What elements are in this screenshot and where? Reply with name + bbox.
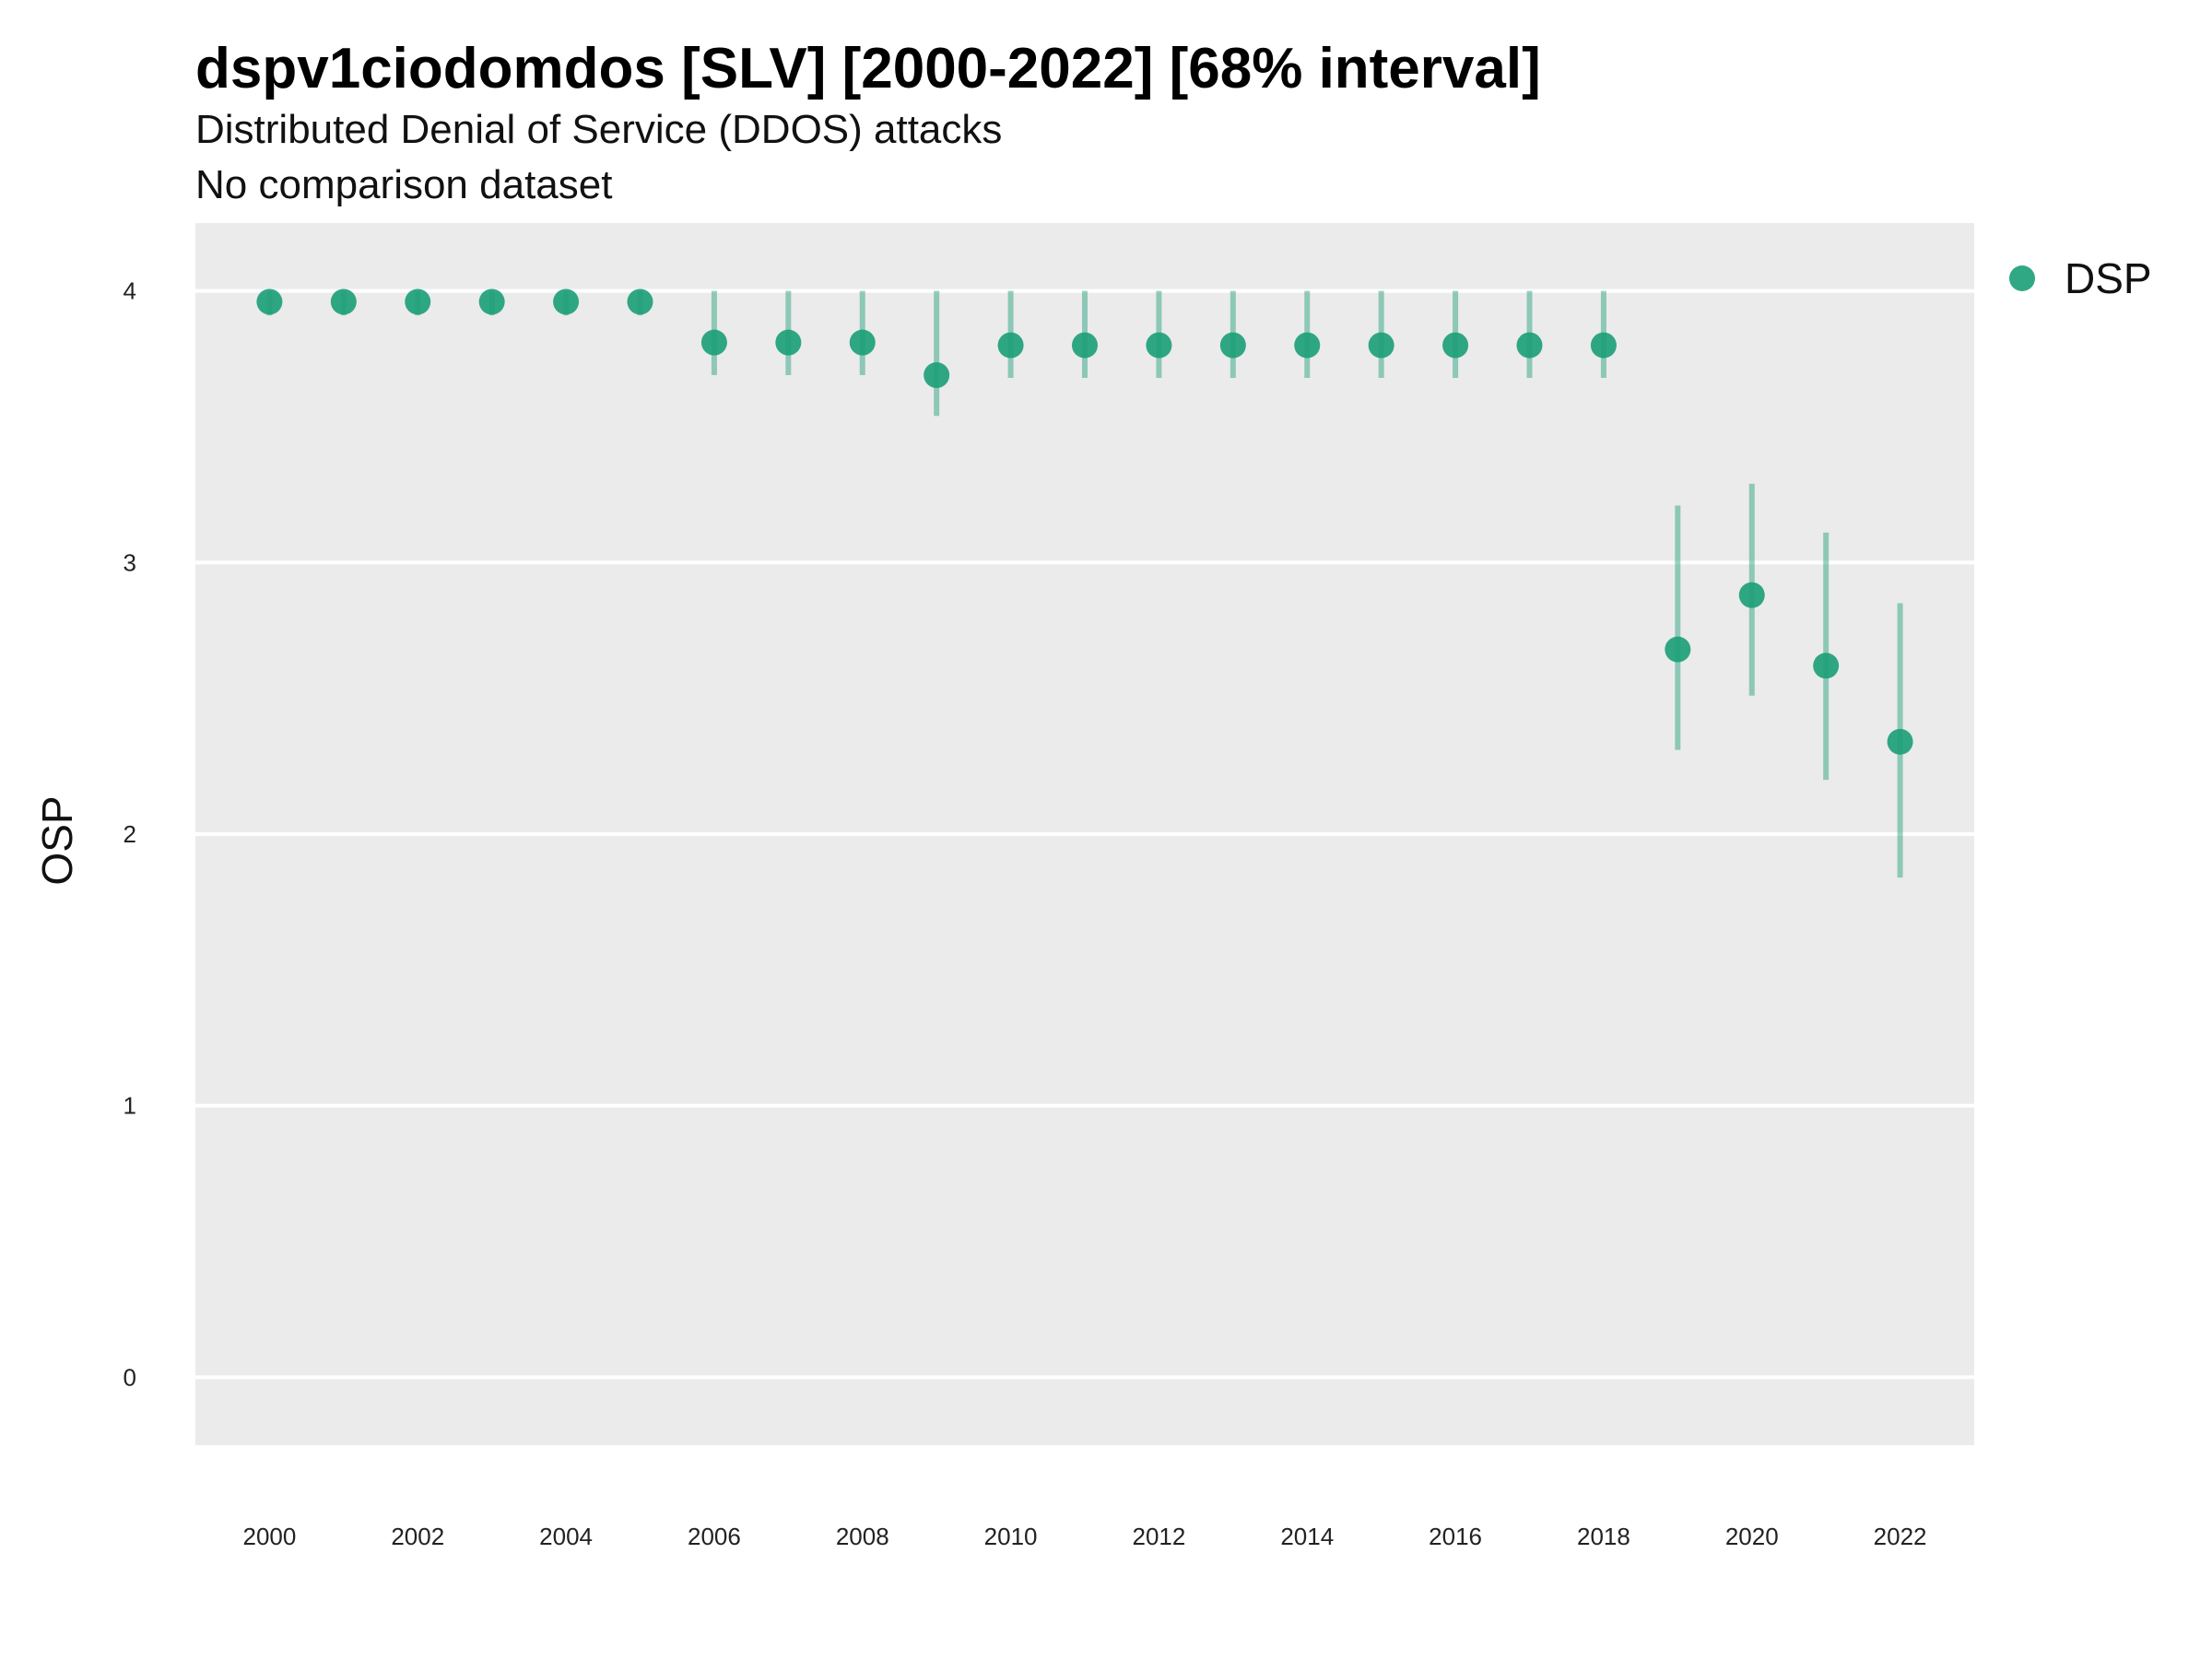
data-point-2021 — [1813, 653, 1840, 679]
x-tick-label-2020: 2020 — [1725, 1523, 1779, 1550]
x-axis-ticks: 2000 2002 2004 2006 2008 2010 2012 2014 2016 2018… — [242, 1523, 1926, 1550]
data-point-2016 — [1442, 332, 1469, 359]
y-tick-label-0: 0 — [124, 1363, 136, 1391]
data-point-2009 — [924, 362, 950, 389]
data-point-2005 — [627, 288, 653, 315]
data-point-2001 — [330, 288, 357, 315]
legend-label-dsp: DSP — [2065, 254, 2152, 302]
chart-subtitle-2: No comparison dataset — [195, 162, 612, 207]
data-point-2015 — [1368, 332, 1394, 359]
y-tick-label-3: 3 — [124, 548, 136, 576]
chart-subtitle: Distributed Denial of Service (DDOS) att… — [195, 107, 1002, 152]
data-point-2013 — [1219, 332, 1246, 359]
data-point-2019 — [1665, 636, 1691, 663]
grid-lines — [195, 288, 1974, 1380]
data-point-2017 — [1516, 332, 1543, 359]
data-point-2007 — [775, 329, 802, 356]
y-tick-label-4: 4 — [124, 277, 136, 305]
y-tick-label-1: 1 — [124, 1092, 136, 1120]
x-tick-label-2004: 2004 — [539, 1523, 593, 1550]
data-point-2002 — [405, 288, 431, 315]
chart-title: dspv1ciodomdos [SLV] [2000-2022] [68% in… — [195, 37, 1541, 100]
x-tick-label-2014: 2014 — [1280, 1523, 1334, 1550]
x-tick-label-2000: 2000 — [242, 1523, 296, 1550]
x-tick-label-2018: 2018 — [1577, 1523, 1630, 1550]
y-axis-label: OSP — [33, 795, 81, 885]
x-tick-label-2002: 2002 — [391, 1523, 444, 1550]
data-point-2012 — [1146, 332, 1172, 359]
x-tick-label-2008: 2008 — [836, 1523, 889, 1550]
data-point-2022 — [1887, 728, 1913, 755]
data-point-2011 — [1072, 332, 1098, 359]
x-tick-label-2010: 2010 — [984, 1523, 1038, 1550]
y-axis-ticks: 0 1 2 3 4 — [124, 277, 136, 1392]
data-point-2004 — [553, 288, 580, 315]
data-point-2006 — [700, 329, 727, 356]
data-point-2018 — [1590, 332, 1617, 359]
data-point-2014 — [1294, 332, 1321, 359]
data-points — [256, 288, 1913, 755]
legend-marker-dsp — [2009, 265, 2035, 291]
data-point-2010 — [997, 332, 1024, 359]
y-tick-label-2: 2 — [124, 820, 136, 848]
x-tick-label-2016: 2016 — [1429, 1523, 1482, 1550]
legend: DSP — [2009, 254, 2152, 302]
data-point-2000 — [256, 288, 283, 315]
data-point-2003 — [478, 288, 505, 315]
x-tick-label-2012: 2012 — [1132, 1523, 1185, 1550]
x-tick-label-2006: 2006 — [688, 1523, 741, 1550]
data-point-2020 — [1738, 582, 1765, 608]
data-point-2008 — [849, 329, 876, 356]
x-tick-label-2022: 2022 — [1874, 1523, 1927, 1550]
